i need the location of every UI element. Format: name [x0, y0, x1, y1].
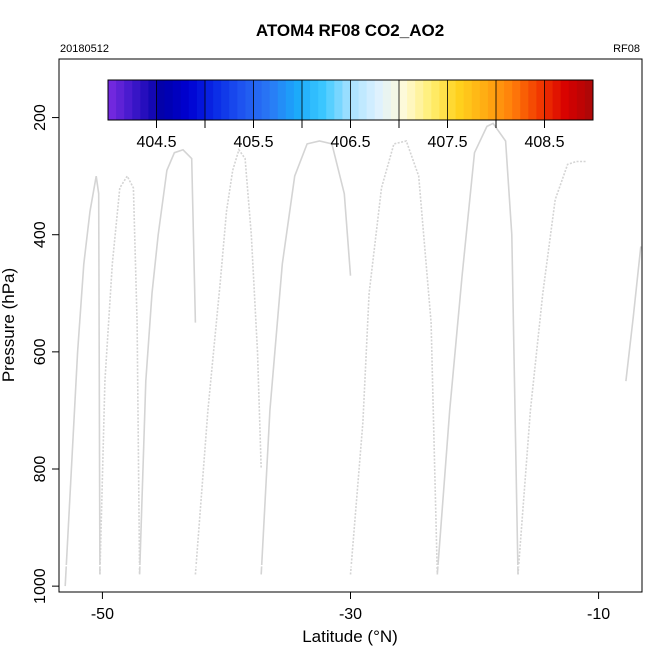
flight-profile-line — [194, 147, 262, 575]
y-tick-label: 200 — [32, 104, 49, 131]
colorbar-segment — [568, 80, 578, 120]
y-tick-label: 800 — [32, 456, 49, 483]
colorbar-segment — [536, 80, 545, 120]
y-axis: 200 400 600 800 1000 — [32, 104, 59, 604]
colorbar-segment — [399, 80, 408, 120]
colorbar-tick-label: 408.5 — [524, 134, 564, 151]
colorbar-segment — [584, 80, 594, 120]
colorbar-segment — [277, 80, 287, 120]
colorbar-segment — [423, 80, 432, 120]
colorbar-segment — [552, 80, 562, 120]
flight-label: RF08 — [613, 43, 640, 55]
colorbar-segment — [358, 80, 368, 120]
colorbar-segment — [544, 80, 554, 120]
colorbar-segment — [116, 80, 125, 120]
colorbar-segment — [350, 80, 360, 120]
colorbar-segment — [196, 80, 206, 120]
colorbar-segment — [302, 80, 311, 120]
flight-profile-line — [64, 175, 101, 587]
y-tick-label: 400 — [32, 221, 49, 248]
colorbar-segment — [245, 80, 254, 120]
colorbar-segment — [576, 80, 586, 120]
colorbar-segment — [229, 80, 238, 120]
colorbar-tick-label: 406.5 — [330, 134, 370, 151]
colorbar-segment — [334, 80, 343, 120]
colorbar-segment — [455, 80, 465, 120]
colorbar-segment — [124, 80, 133, 120]
colorbar-tick-label: 407.5 — [427, 134, 467, 151]
colorbar-segment — [439, 80, 448, 120]
colorbar-segment — [407, 80, 416, 120]
colorbar-segment — [156, 80, 166, 120]
colorbar-segment — [253, 80, 263, 120]
x-axis-label: Latitude (°N) — [302, 627, 398, 646]
x-tick-label: -50 — [91, 606, 114, 623]
colorbar-ticks: 404.5 405.5 406.5 407.5 408.5 — [136, 120, 565, 151]
flight-profile-line — [517, 160, 587, 575]
colorbar-segment — [221, 80, 230, 120]
colorbar-segment — [205, 80, 214, 120]
y-axis-label: Pressure (hPa) — [0, 268, 18, 382]
flight-profile-line — [138, 148, 197, 575]
flight-profile-line — [625, 246, 642, 382]
flight-profile-line — [436, 122, 519, 575]
colorbar-segment — [342, 80, 351, 120]
colorbar-segment — [504, 80, 513, 120]
colorbar-segment — [520, 80, 529, 120]
colorbar-segment — [285, 80, 295, 120]
colorbar-segment — [132, 80, 141, 120]
colorbar-segment — [479, 80, 489, 120]
x-tick-label: -30 — [339, 606, 362, 623]
colorbar-segment — [164, 80, 174, 120]
colorbar-tick-label: 405.5 — [233, 134, 273, 151]
colorbar-segment — [390, 80, 400, 120]
colorbar-segment — [560, 80, 570, 120]
flight-profile-line — [99, 174, 141, 575]
colorbar-segment — [237, 80, 246, 120]
colorbar — [107, 79, 594, 121]
colorbar-segment — [293, 80, 303, 120]
colorbar-segment — [512, 80, 521, 120]
colorbar-segment — [213, 80, 222, 120]
colorbar-segment — [140, 80, 149, 120]
colorbar-segment — [108, 80, 117, 120]
colorbar-segment — [318, 80, 327, 120]
x-axis: -50 -30 -10 — [91, 592, 610, 623]
colorbar-segment — [374, 80, 384, 120]
colorbar-segment — [310, 80, 319, 120]
colorbar-segment — [471, 80, 481, 120]
colorbar-segment — [261, 80, 271, 120]
colorbar-segment — [415, 80, 424, 120]
colorbar-segment — [431, 80, 440, 120]
y-tick-label: 600 — [32, 338, 49, 365]
colorbar-segment — [463, 80, 473, 120]
chart-title: ATOM4 RF08 CO2_AO2 — [256, 21, 444, 40]
colorbar-segment — [148, 80, 157, 120]
flight-profile-line — [260, 140, 352, 575]
colorbar-segment — [447, 80, 457, 120]
date-label: 20180512 — [60, 43, 109, 55]
colorbar-segment — [366, 80, 376, 120]
flight-profile-line — [349, 140, 439, 575]
x-tick-label: -10 — [587, 606, 610, 623]
colorbar-segment — [487, 80, 497, 120]
colorbar-segment — [180, 80, 190, 120]
colorbar-segment — [382, 80, 392, 120]
colorbar-segment — [496, 80, 505, 120]
colorbar-segment — [269, 80, 279, 120]
colorbar-tick-label: 404.5 — [136, 134, 176, 151]
flight-profiles — [64, 122, 642, 587]
colorbar-segment — [188, 80, 198, 120]
y-tick-label: 1000 — [32, 568, 49, 604]
colorbar-segment — [326, 80, 335, 120]
colorbar-segment — [528, 80, 537, 120]
colorbar-segment — [172, 80, 182, 120]
